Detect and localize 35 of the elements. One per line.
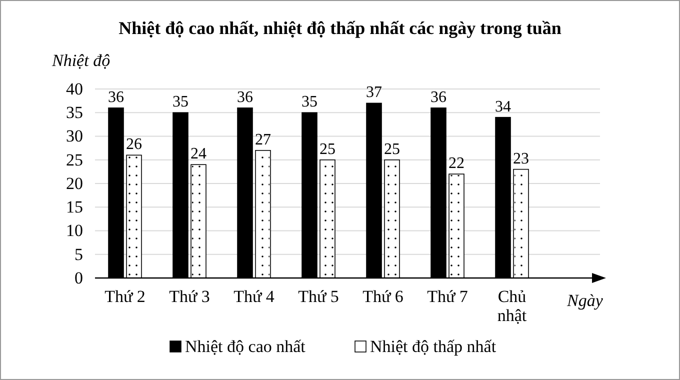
- data-label: 37: [366, 84, 382, 102]
- legend-label: Nhiệt độ thấp nhất: [370, 337, 496, 356]
- y-tick-label: 10: [66, 221, 83, 240]
- y-tick-label: 40: [66, 79, 83, 98]
- y-tick-label: 0: [74, 268, 83, 288]
- data-label: 24: [190, 146, 206, 163]
- legend-label: Nhiệt độ cao nhất: [185, 337, 306, 356]
- y-axis-title: Nhiệt độ: [51, 51, 110, 70]
- data-label: 36: [237, 88, 253, 106]
- data-label: 27: [255, 131, 271, 148]
- x-tick-label: Thứ 6: [362, 287, 404, 306]
- x-axis-title: Ngày: [566, 291, 604, 310]
- x-tick-label: Chủ nhật: [497, 287, 527, 325]
- chart-title: Nhiệt độ cao nhất, nhiệt độ thấp nhất các ngày trong tuần: [118, 18, 562, 38]
- data-label: 22: [448, 155, 464, 172]
- data-label: 25: [384, 140, 400, 158]
- data-label: 36: [108, 88, 124, 106]
- data-label: 26: [126, 136, 142, 154]
- y-tick-label: 20: [66, 174, 83, 193]
- x-tick-label: Thứ 7: [427, 287, 468, 306]
- data-label: 34: [495, 98, 511, 116]
- data-label: 35: [172, 94, 188, 111]
- y-tick-label: 5: [74, 244, 83, 264]
- x-tick-label: Thứ 3: [169, 287, 210, 306]
- x-tick-label: Thứ 4: [234, 287, 275, 306]
- x-tick-label: Thứ 2: [104, 287, 146, 306]
- data-label: 25: [320, 140, 336, 158]
- y-tick-label: 35: [66, 103, 83, 122]
- data-label: 23: [513, 150, 529, 168]
- x-tick-label: Thứ 5: [298, 287, 339, 306]
- data-label: 35: [302, 94, 318, 111]
- y-tick-label: 25: [66, 150, 83, 170]
- data-label: 36: [430, 88, 446, 106]
- y-tick-label: 30: [66, 126, 83, 146]
- y-tick-label: 15: [66, 198, 83, 217]
